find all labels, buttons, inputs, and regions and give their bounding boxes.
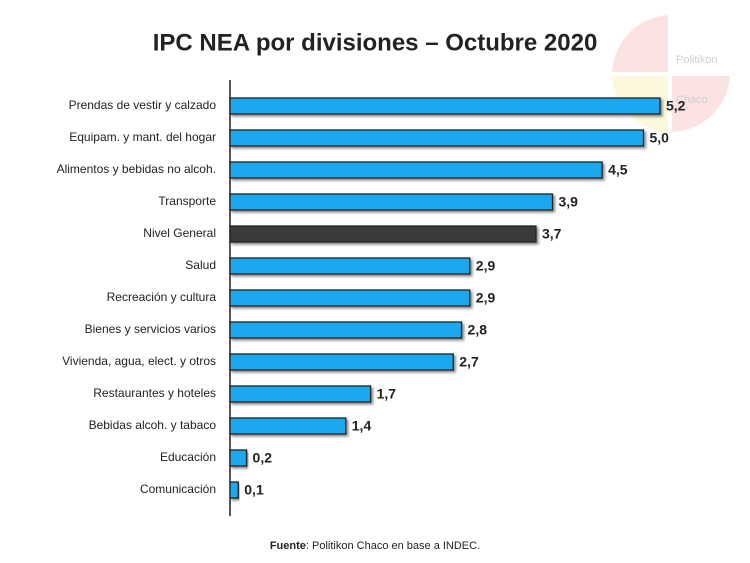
category-label: Recreación y cultura (107, 290, 217, 304)
bar (229, 321, 463, 339)
category-label: Bienes y servicios varios (85, 322, 216, 336)
category-label: Bebidas alcoh. y tabaco (89, 418, 217, 432)
value-label: 2,9 (476, 258, 496, 274)
value-label: 3,9 (559, 194, 579, 210)
value-label: 0,2 (253, 450, 273, 466)
category-label: Vivienda, agua, elect. y otros (62, 354, 216, 368)
category-label: Comunicación (140, 482, 216, 496)
watermark-logo: Politikon Chaco (612, 15, 730, 132)
category-label: Equipam. y mant. del hogar (69, 130, 216, 144)
value-label: 1,7 (377, 386, 397, 402)
bar (229, 353, 454, 371)
value-label: 2,7 (459, 354, 479, 370)
bar (229, 97, 661, 115)
bar (229, 449, 248, 467)
watermark-text: Politikon (676, 54, 718, 66)
value-label: 5,0 (649, 130, 669, 146)
category-label: Restaurantes y hoteles (93, 386, 216, 400)
bar (229, 385, 372, 403)
source: Fuente: Politikon Chaco en base a INDEC. (270, 540, 480, 552)
value-label: 5,2 (666, 98, 686, 114)
value-label: 0,1 (244, 482, 264, 498)
category-label: Nivel General (143, 226, 216, 240)
watermark-text: Chaco (676, 94, 708, 106)
value-label: 1,4 (352, 418, 372, 434)
bar (229, 161, 603, 179)
category-label: Salud (185, 258, 216, 272)
value-label: 3,7 (542, 226, 562, 242)
value-label: 2,9 (476, 290, 496, 306)
bar (229, 193, 554, 211)
category-label: Prendas de vestir y calzado (69, 98, 217, 112)
category-label: Alimentos y bebidas no alcoh. (57, 162, 216, 176)
category-label: Transporte (158, 194, 216, 208)
value-label: 4,5 (608, 162, 628, 178)
value-label: 2,8 (468, 322, 488, 338)
bar (229, 225, 537, 243)
category-label: Educación (160, 450, 216, 464)
bar (229, 417, 347, 435)
chart-title: IPC NEA por divisiones – Octubre 2020 (153, 29, 598, 56)
source-text: : Politikon Chaco en base a INDEC. (306, 540, 480, 552)
bar (229, 289, 471, 307)
source-label: Fuente (270, 540, 306, 552)
bar (229, 257, 471, 275)
bar (229, 129, 645, 147)
bar (229, 481, 239, 499)
